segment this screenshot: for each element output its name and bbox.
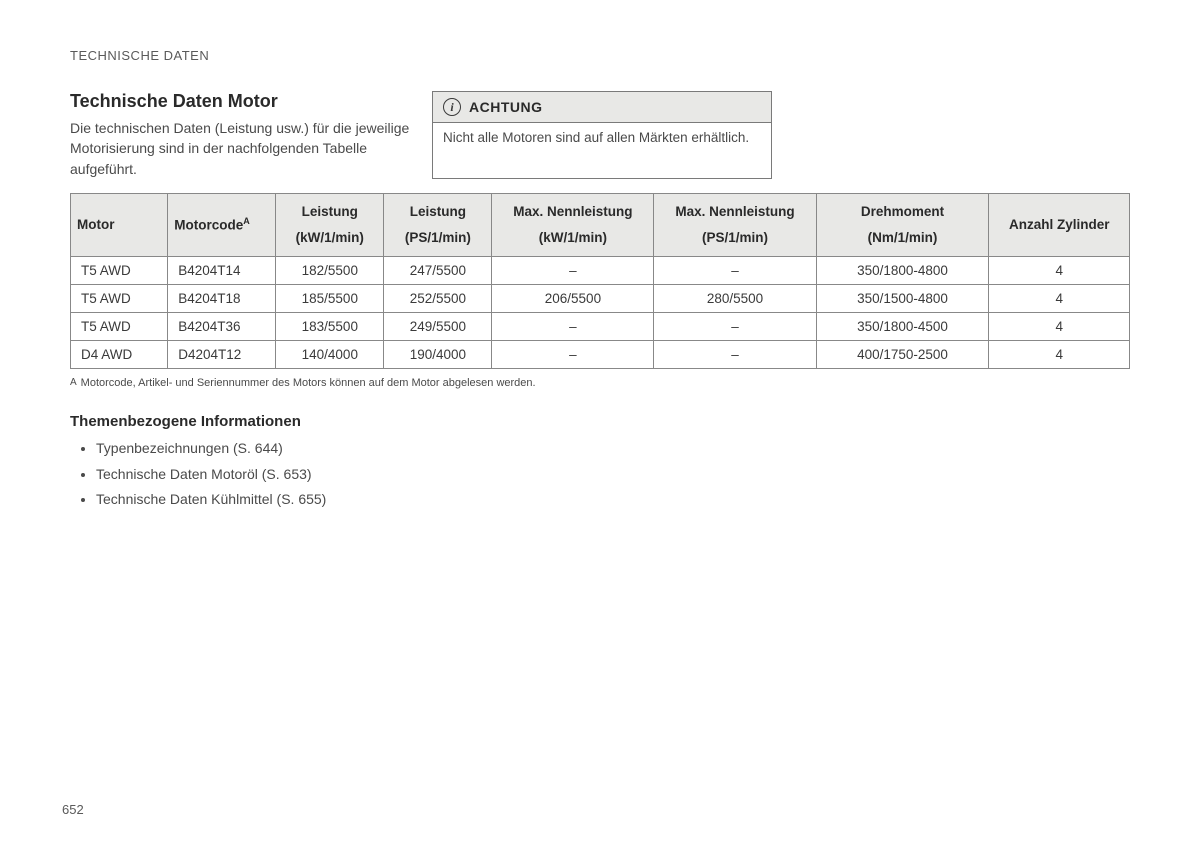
table-cell: – (492, 257, 654, 285)
footnote-text: Motorcode, Artikel- und Seriennummer des… (81, 377, 536, 389)
table-cell: – (492, 313, 654, 341)
intro-column: Technische Daten Motor Die technischen D… (70, 91, 410, 179)
table-cell: 190/4000 (384, 341, 492, 369)
list-item: Technische Daten Kühlmittel (S. 655) (96, 487, 1130, 512)
table-cell: T5 AWD (71, 313, 168, 341)
notice-header: i ACHTUNG (433, 92, 771, 123)
table-cell: 185/5500 (276, 285, 384, 313)
list-item: Typenbezeichnungen (S. 644) (96, 436, 1130, 461)
table-cell: 140/4000 (276, 341, 384, 369)
section-label: TECHNISCHE DATEN (70, 48, 1130, 63)
intro-row: Technische Daten Motor Die technischen D… (70, 91, 1130, 179)
table-header-cell: Leistung(PS/1/min) (384, 193, 492, 257)
table-row: T5 AWDB4204T18185/5500252/5500206/550028… (71, 285, 1130, 313)
intro-text: Die technischen Daten (Leistung usw.) fü… (70, 118, 410, 179)
table-cell: 4 (989, 341, 1130, 369)
table-footnote: A Motorcode, Artikel- und Seriennummer de… (70, 377, 1130, 389)
related-heading: Themenbezogene Informationen (70, 413, 1130, 430)
table-header-row: MotorMotorcodeALeistung(kW/1/min)Leistun… (71, 193, 1130, 257)
table-cell: 350/1800-4800 (816, 257, 989, 285)
table-cell: 249/5500 (384, 313, 492, 341)
table-cell: B4204T18 (168, 285, 276, 313)
related-list: Typenbezeichnungen (S. 644)Technische Da… (70, 436, 1130, 512)
page-number: 652 (62, 802, 84, 817)
table-body: T5 AWDB4204T14182/5500247/5500––350/1800… (71, 257, 1130, 369)
table-cell: 280/5500 (654, 285, 816, 313)
table-header-cell: Max. Nennleistung(PS/1/min) (654, 193, 816, 257)
table-cell: B4204T14 (168, 257, 276, 285)
table-row: T5 AWDB4204T36183/5500249/5500––350/1800… (71, 313, 1130, 341)
notice-title: ACHTUNG (469, 99, 543, 115)
notice-box: i ACHTUNG Nicht alle Motoren sind auf al… (432, 91, 772, 179)
table-cell: T5 AWD (71, 257, 168, 285)
table-cell: B4204T36 (168, 313, 276, 341)
engine-table: MotorMotorcodeALeistung(kW/1/min)Leistun… (70, 193, 1130, 370)
table-cell: 350/1500-4800 (816, 285, 989, 313)
table-cell: D4204T12 (168, 341, 276, 369)
table-row: T5 AWDB4204T14182/5500247/5500––350/1800… (71, 257, 1130, 285)
table-cell: 400/1750-2500 (816, 341, 989, 369)
table-cell: 182/5500 (276, 257, 384, 285)
table-head: MotorMotorcodeALeistung(kW/1/min)Leistun… (71, 193, 1130, 257)
table-cell: – (654, 257, 816, 285)
table-cell: T5 AWD (71, 285, 168, 313)
table-cell: 4 (989, 313, 1130, 341)
table-header-cell: MotorcodeA (168, 193, 276, 257)
page-title: Technische Daten Motor (70, 91, 410, 112)
table-header-cell: Motor (71, 193, 168, 257)
table-cell: 4 (989, 257, 1130, 285)
table-header-cell: Leistung(kW/1/min) (276, 193, 384, 257)
table-cell: – (654, 313, 816, 341)
table-cell: 350/1800-4500 (816, 313, 989, 341)
table-cell: 4 (989, 285, 1130, 313)
info-icon: i (443, 98, 461, 116)
table-cell: – (654, 341, 816, 369)
footnote-mark: A (70, 377, 77, 388)
related-info: Themenbezogene Informationen Typenbezeic… (70, 413, 1130, 512)
table-cell: 183/5500 (276, 313, 384, 341)
table-cell: 206/5500 (492, 285, 654, 313)
table-cell: 252/5500 (384, 285, 492, 313)
table-cell: D4 AWD (71, 341, 168, 369)
list-item: Technische Daten Motoröl (S. 653) (96, 462, 1130, 487)
table-row: D4 AWDD4204T12140/4000190/4000––400/1750… (71, 341, 1130, 369)
table-header-cell: Anzahl Zylinder (989, 193, 1130, 257)
table-cell: – (492, 341, 654, 369)
table-cell: 247/5500 (384, 257, 492, 285)
table-header-cell: Max. Nennleistung(kW/1/min) (492, 193, 654, 257)
table-header-cell: Drehmoment(Nm/1/min) (816, 193, 989, 257)
notice-body: Nicht alle Motoren sind auf allen Märkte… (433, 123, 771, 158)
